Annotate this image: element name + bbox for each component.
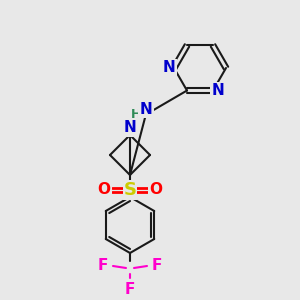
Text: S: S bbox=[124, 181, 136, 199]
Text: O: O bbox=[149, 182, 163, 197]
Text: N: N bbox=[163, 61, 176, 76]
Text: F: F bbox=[125, 281, 135, 296]
Text: N: N bbox=[212, 83, 224, 98]
Text: N: N bbox=[124, 121, 136, 136]
Text: O: O bbox=[98, 182, 110, 197]
Text: F: F bbox=[98, 259, 108, 274]
Text: N: N bbox=[140, 101, 152, 116]
Text: F: F bbox=[152, 259, 162, 274]
Text: H: H bbox=[131, 109, 141, 122]
